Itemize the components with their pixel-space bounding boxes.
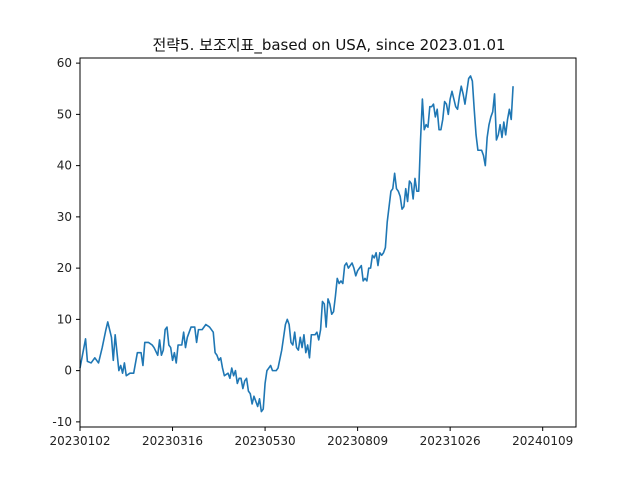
axis-ticks: -10 0 10 20 30 40 50 60 20230102 20230316 20230530… [49, 56, 573, 448]
x-tick-label: 20231026 [420, 434, 481, 448]
y-tick-label: 60 [57, 56, 72, 70]
y-tick-label: -10 [52, 415, 72, 429]
plot-area [79, 75, 514, 413]
series-line-0 [79, 75, 514, 413]
x-tick-label: 20230809 [327, 434, 388, 448]
y-tick-label: 50 [57, 107, 72, 121]
y-tick-label: 0 [64, 364, 72, 378]
x-tick-label: 20230102 [49, 434, 110, 448]
y-tick-label: 40 [57, 159, 72, 173]
x-tick-label: 20230530 [235, 434, 296, 448]
chart-title: 전략5. 보조지표_based on USA, since 2023.01.01 [152, 36, 505, 55]
y-tick-label: 20 [57, 261, 72, 275]
x-tick-label: 20240109 [512, 434, 573, 448]
y-tick-label: 30 [57, 210, 72, 224]
x-tick-label: 20230316 [142, 434, 203, 448]
axes-frame [79, 57, 577, 428]
y-tick-label: 10 [57, 312, 72, 326]
